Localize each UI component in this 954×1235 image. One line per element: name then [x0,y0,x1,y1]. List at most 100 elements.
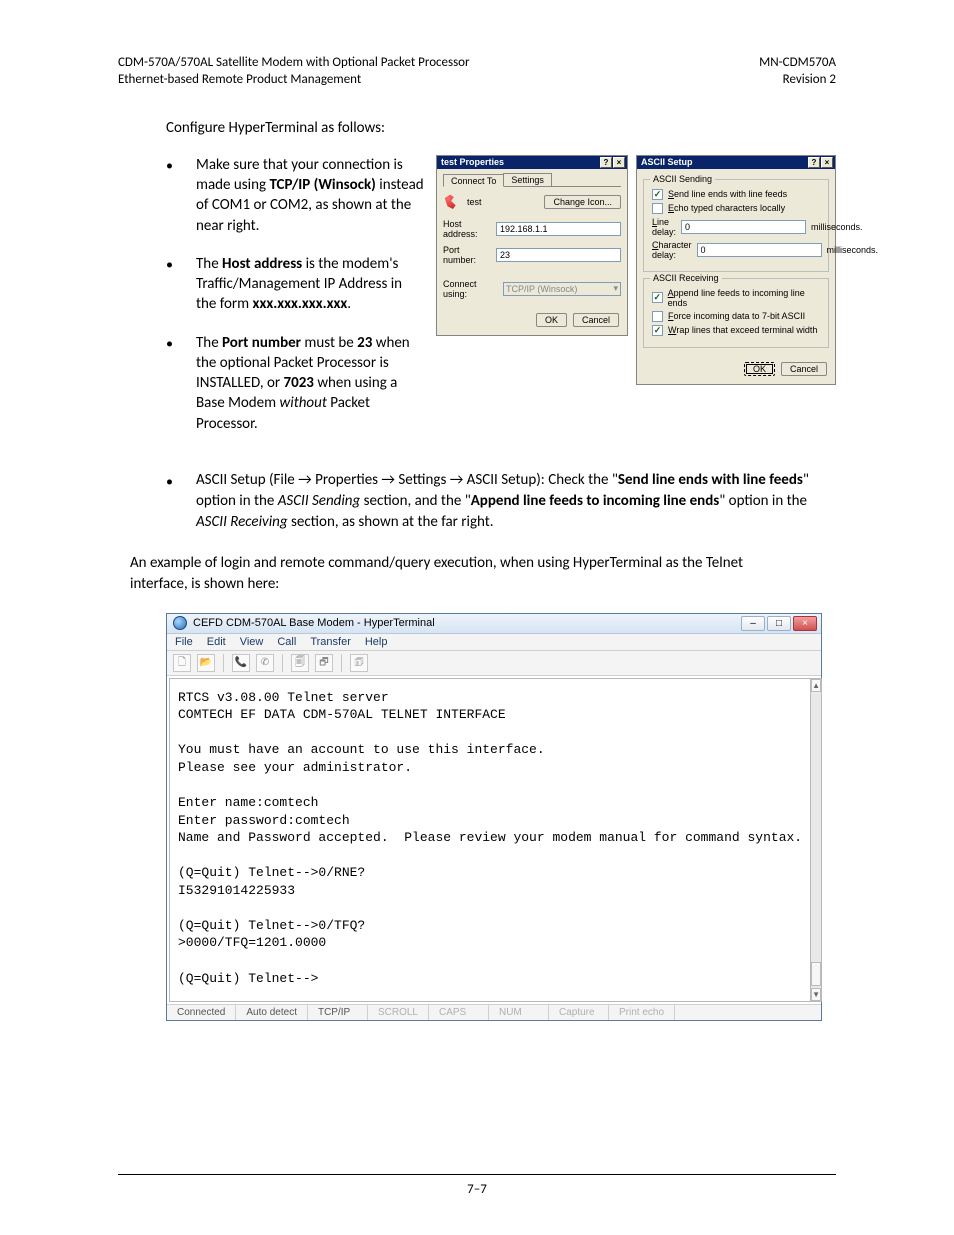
header-left: CDM-570A/570AL Satellite Modem with Opti… [118,55,470,89]
status-num: NUM [489,1005,549,1020]
close-icon[interactable]: × [821,157,833,168]
wrap-lines-checkbox[interactable]: ✓ Wrap lines that exceed terminal width [652,325,820,336]
header-right-2: Revision 2 [759,72,836,89]
txt: must be [301,334,357,352]
test-properties-dialog: test Properties ? × Connect To Settings … [436,155,628,336]
ms-label: milliseconds. [827,245,879,255]
terminal-output[interactable]: RTCS v3.08.00 Telnet server COMTECH EF D… [169,678,810,1002]
bullet-3: The Port number must be 23 when the opti… [196,333,424,434]
ascii-setup-dialog: ASCII Setup ? × ASCII Sending ✓ Send lin… [636,155,836,385]
help-icon[interactable]: ? [808,157,820,168]
force-7bit-checkbox[interactable]: Force incoming data to 7-bit ASCII [652,311,820,322]
checkbox-label: Force incoming data to 7-bit ASCII [668,311,805,321]
disconnect-icon[interactable]: ✆ [256,654,274,672]
scrollbar[interactable]: ▲ ▼ [810,678,822,1002]
tab-settings[interactable]: Settings [503,173,552,186]
ok-button[interactable]: OK [744,362,775,376]
connect-using-label: Connect using: [443,279,497,299]
txt: section, and the " [360,492,470,510]
help-icon[interactable]: ? [600,157,612,168]
txt-italic: ASCII Sending [278,492,361,510]
footer-divider [118,1174,836,1175]
open-icon[interactable]: 📂 [197,654,215,672]
receive-icon[interactable]: 🗗 [315,654,333,672]
port-number-input[interactable] [496,248,621,262]
line-delay-label: Line delay: [652,217,676,237]
ht-toolbar: 🗋 📂 📞 ✆ 🗐 🗗 🗊 [167,651,821,676]
bullet-ascii-setup: ASCII Setup (File → Properties → Setting… [196,470,836,533]
tab-strip: Connect To Settings [443,173,621,187]
send-icon[interactable]: 🗐 [291,654,309,672]
append-line-feeds-checkbox[interactable]: ✓ Append line feeds to incoming line end… [652,288,820,308]
ok-button[interactable]: OK [536,313,567,327]
ht-menubar: File Edit View Call Transfer Help [167,634,821,651]
menu-view[interactable]: View [240,636,264,648]
checkbox-label: Send line ends with line feeds [668,189,787,199]
wide-bullet: • ASCII Setup (File → Properties → Setti… [166,470,836,533]
host-label: Host address: [443,219,490,239]
dialog-titlebar[interactable]: ASCII Setup ? × [637,156,835,169]
cancel-button[interactable]: Cancel [781,362,827,376]
phone-icon [443,193,461,211]
menu-edit[interactable]: Edit [207,636,226,648]
minimize-icon[interactable]: – [741,616,765,631]
txt-bold: xxx.xxx.xxx.xxx [253,295,348,313]
close-icon[interactable]: × [613,157,625,168]
status-scroll: SCROLL [368,1005,429,1020]
new-icon[interactable]: 🗋 [173,654,191,672]
bullet-icon: • [166,254,196,315]
header-left-1: CDM-570A/570AL Satellite Modem with Opti… [118,55,470,72]
maximize-icon[interactable]: □ [767,616,791,631]
scroll-thumb[interactable] [811,962,821,986]
properties-icon[interactable]: 🗊 [350,654,368,672]
status-capture: Capture [549,1005,609,1020]
host-address-input[interactable] [496,222,621,236]
select-value: TCP/IP (Winsock) [506,284,577,294]
group-legend: ASCII Receiving [650,273,722,283]
menu-file[interactable]: File [175,636,193,648]
ht-titlebar[interactable]: CEFD CDM-570AL Base Modem - HyperTermina… [167,614,821,634]
menu-call[interactable]: Call [277,636,296,648]
ht-title: CEFD CDM-570AL Base Modem - HyperTermina… [193,617,435,629]
txt: The [196,255,222,273]
scroll-up-icon[interactable]: ▲ [811,679,821,692]
ascii-sending-group: ASCII Sending ✓ Send line ends with line… [643,179,829,272]
separator [341,654,342,672]
bullet-icon: • [166,470,196,533]
checkbox-icon [652,203,663,214]
txt-italic: without [280,394,327,412]
line-delay-input[interactable] [681,220,806,234]
checkbox-label: Echo typed characters locally [668,203,785,213]
change-icon-button[interactable]: Change Icon... [544,195,621,209]
dialog-titlebar[interactable]: test Properties ? × [437,156,627,169]
checkbox-icon [652,311,663,322]
send-line-ends-checkbox[interactable]: ✓ Send line ends with line feeds [652,189,820,200]
call-icon[interactable]: 📞 [232,654,250,672]
line-delay-row: Line delay: milliseconds. [652,217,820,237]
bullet-list: • Make sure that your connection is made… [166,155,424,452]
status-protocol: TCP/IP [308,1005,368,1020]
dialog-title: ASCII Setup [641,157,693,167]
group-legend: ASCII Sending [650,174,715,184]
cancel-button[interactable]: Cancel [573,313,619,327]
status-printecho: Print echo [609,1005,675,1020]
char-delay-input[interactable] [697,243,822,257]
bullet-icon: • [166,155,196,236]
checkbox-label: Wrap lines that exceed terminal width [668,325,817,335]
close-icon[interactable]: × [793,616,817,631]
dialog-title: test Properties [441,157,504,167]
echo-typed-checkbox[interactable]: Echo typed characters locally [652,203,820,214]
checkbox-icon: ✓ [652,189,663,200]
scroll-down-icon[interactable]: ▼ [811,988,821,1001]
page-number: 7–7 [0,1182,954,1197]
checkbox-icon: ✓ [652,292,663,303]
txt-bold: Send line ends with line feeds [618,471,803,489]
txt-bold: 7023 [284,374,314,392]
menu-help[interactable]: Help [365,636,388,648]
tab-connect-to[interactable]: Connect To [443,174,504,187]
bullet-2: The Host address is the modem's Traffic/… [196,254,424,315]
txt: " option in the [719,492,807,510]
example-paragraph: An example of login and remote command/q… [130,553,788,595]
menu-transfer[interactable]: Transfer [310,636,351,648]
connect-using-select[interactable]: TCP/IP (Winsock) ▾ [503,282,621,296]
